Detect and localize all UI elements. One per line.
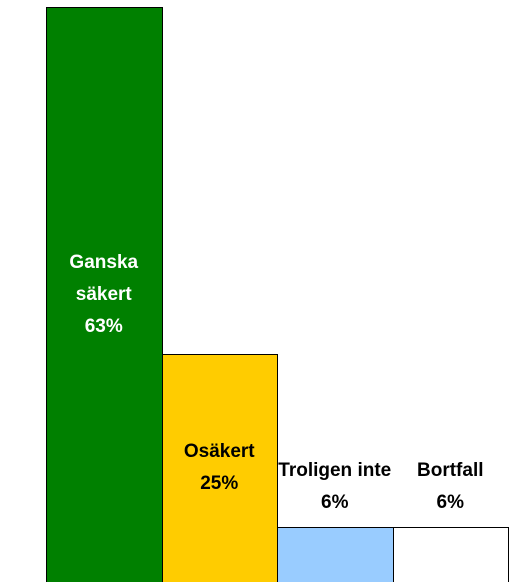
category-label: Osäkert [183,440,255,462]
data-label: Ganska säkert 63% [46,247,162,343]
data-label: Troligen inte 6% [277,455,393,519]
bar [46,7,163,582]
bar [277,527,394,582]
data-label: Bortfall 6% [393,455,509,519]
category-label: Troligen inte [278,460,392,482]
value-label: 6% [321,492,349,514]
category-label: Bortfall [417,460,484,482]
bar [392,527,509,582]
category-label: Ganska säkert [69,251,139,305]
value-label: 63% [84,315,123,337]
value-label: 6% [436,492,464,514]
value-label: 25% [200,472,239,494]
bar [161,353,278,582]
data-label: Osäkert 25% [162,436,278,500]
